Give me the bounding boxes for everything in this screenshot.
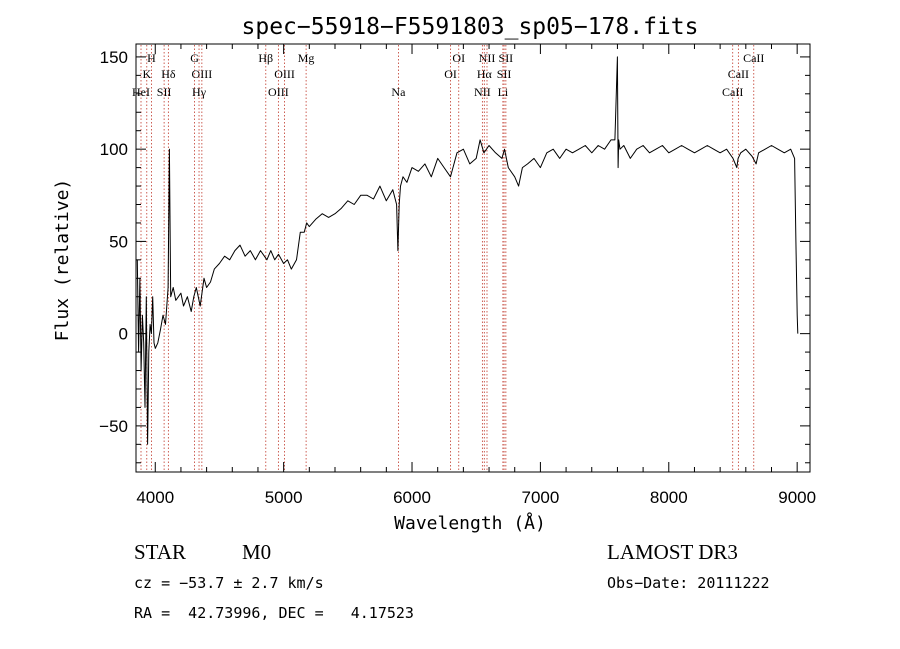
line-marker-label-15: NII xyxy=(479,51,496,65)
x-tick-label-1: 5000 xyxy=(265,488,303,507)
x-tick-label-3: 7000 xyxy=(521,488,559,507)
y-tick-label-2: 50 xyxy=(109,232,128,251)
ra-dec-coordinates: RA = 42.73996, DEC = 4.17523 xyxy=(134,604,414,622)
x-axis: 4000 5000 6000 7000 8000 9000 xyxy=(136,44,816,507)
y-tick-label-1: 0 xyxy=(119,325,128,344)
chart-title: spec−55918−F5591803_sp05−178.fits xyxy=(242,14,699,40)
line-marker-label-23: CaII xyxy=(722,85,743,99)
redshift-cz: cz = −53.7 ± 2.7 km/s xyxy=(134,574,324,592)
plot-frame xyxy=(135,43,811,473)
series-flux xyxy=(136,56,799,445)
line-marker-label-3: SII xyxy=(157,85,172,99)
line-marker-label-7: Hγ xyxy=(192,85,207,99)
line-marker-label-11: Mg xyxy=(298,51,315,65)
object-class: STAR xyxy=(134,540,186,564)
x-axis-label: Wavelength (Å) xyxy=(394,512,546,534)
line-marker-label-8: Hβ xyxy=(258,51,273,65)
observation-date: Obs−Date: 20111222 xyxy=(607,574,770,592)
line-marker-label-10: OIII xyxy=(268,85,289,99)
y-axis: −50 0 50 100 150 xyxy=(99,48,810,464)
line-marker-label-6: OIII xyxy=(192,67,213,81)
line-marker-label-4: Hδ xyxy=(161,67,176,81)
line-marker-label-17: NII xyxy=(474,85,491,99)
spectrum-series xyxy=(136,56,799,445)
object-subclass: M0 xyxy=(242,540,272,564)
line-marker-label-18: SII xyxy=(499,51,514,65)
survey-name: LAMOST DR3 xyxy=(607,540,738,564)
line-marker-label-21: CaII xyxy=(743,51,764,65)
line-marker-label-16: Hα xyxy=(477,67,493,81)
line-marker-label-0: H xyxy=(147,51,156,65)
y-axis-label: Flux (relative) xyxy=(52,179,73,342)
y-tick-label-4: 150 xyxy=(100,48,128,67)
line-marker-label-14: OI xyxy=(444,67,457,81)
line-marker-label-19: SII xyxy=(497,67,512,81)
line-marker-label-12: Na xyxy=(391,85,406,99)
line-marker-label-22: CaII xyxy=(728,67,749,81)
y-tick-label-3: 100 xyxy=(100,140,128,159)
x-tick-label-2: 6000 xyxy=(393,488,431,507)
y-tick-label-0: −50 xyxy=(99,417,128,436)
line-marker-label-5: G xyxy=(190,51,199,65)
x-tick-label-4: 8000 xyxy=(650,488,688,507)
x-tick-label-0: 4000 xyxy=(136,488,174,507)
line-marker-label-2: HeI xyxy=(132,85,150,99)
x-tick-label-5: 9000 xyxy=(778,488,816,507)
line-marker-label-20: Li xyxy=(498,85,509,99)
line-marker-label-13: OI xyxy=(452,51,465,65)
line-marker-label-1: K xyxy=(142,67,151,81)
line-marker-label-9: OIII xyxy=(274,67,295,81)
